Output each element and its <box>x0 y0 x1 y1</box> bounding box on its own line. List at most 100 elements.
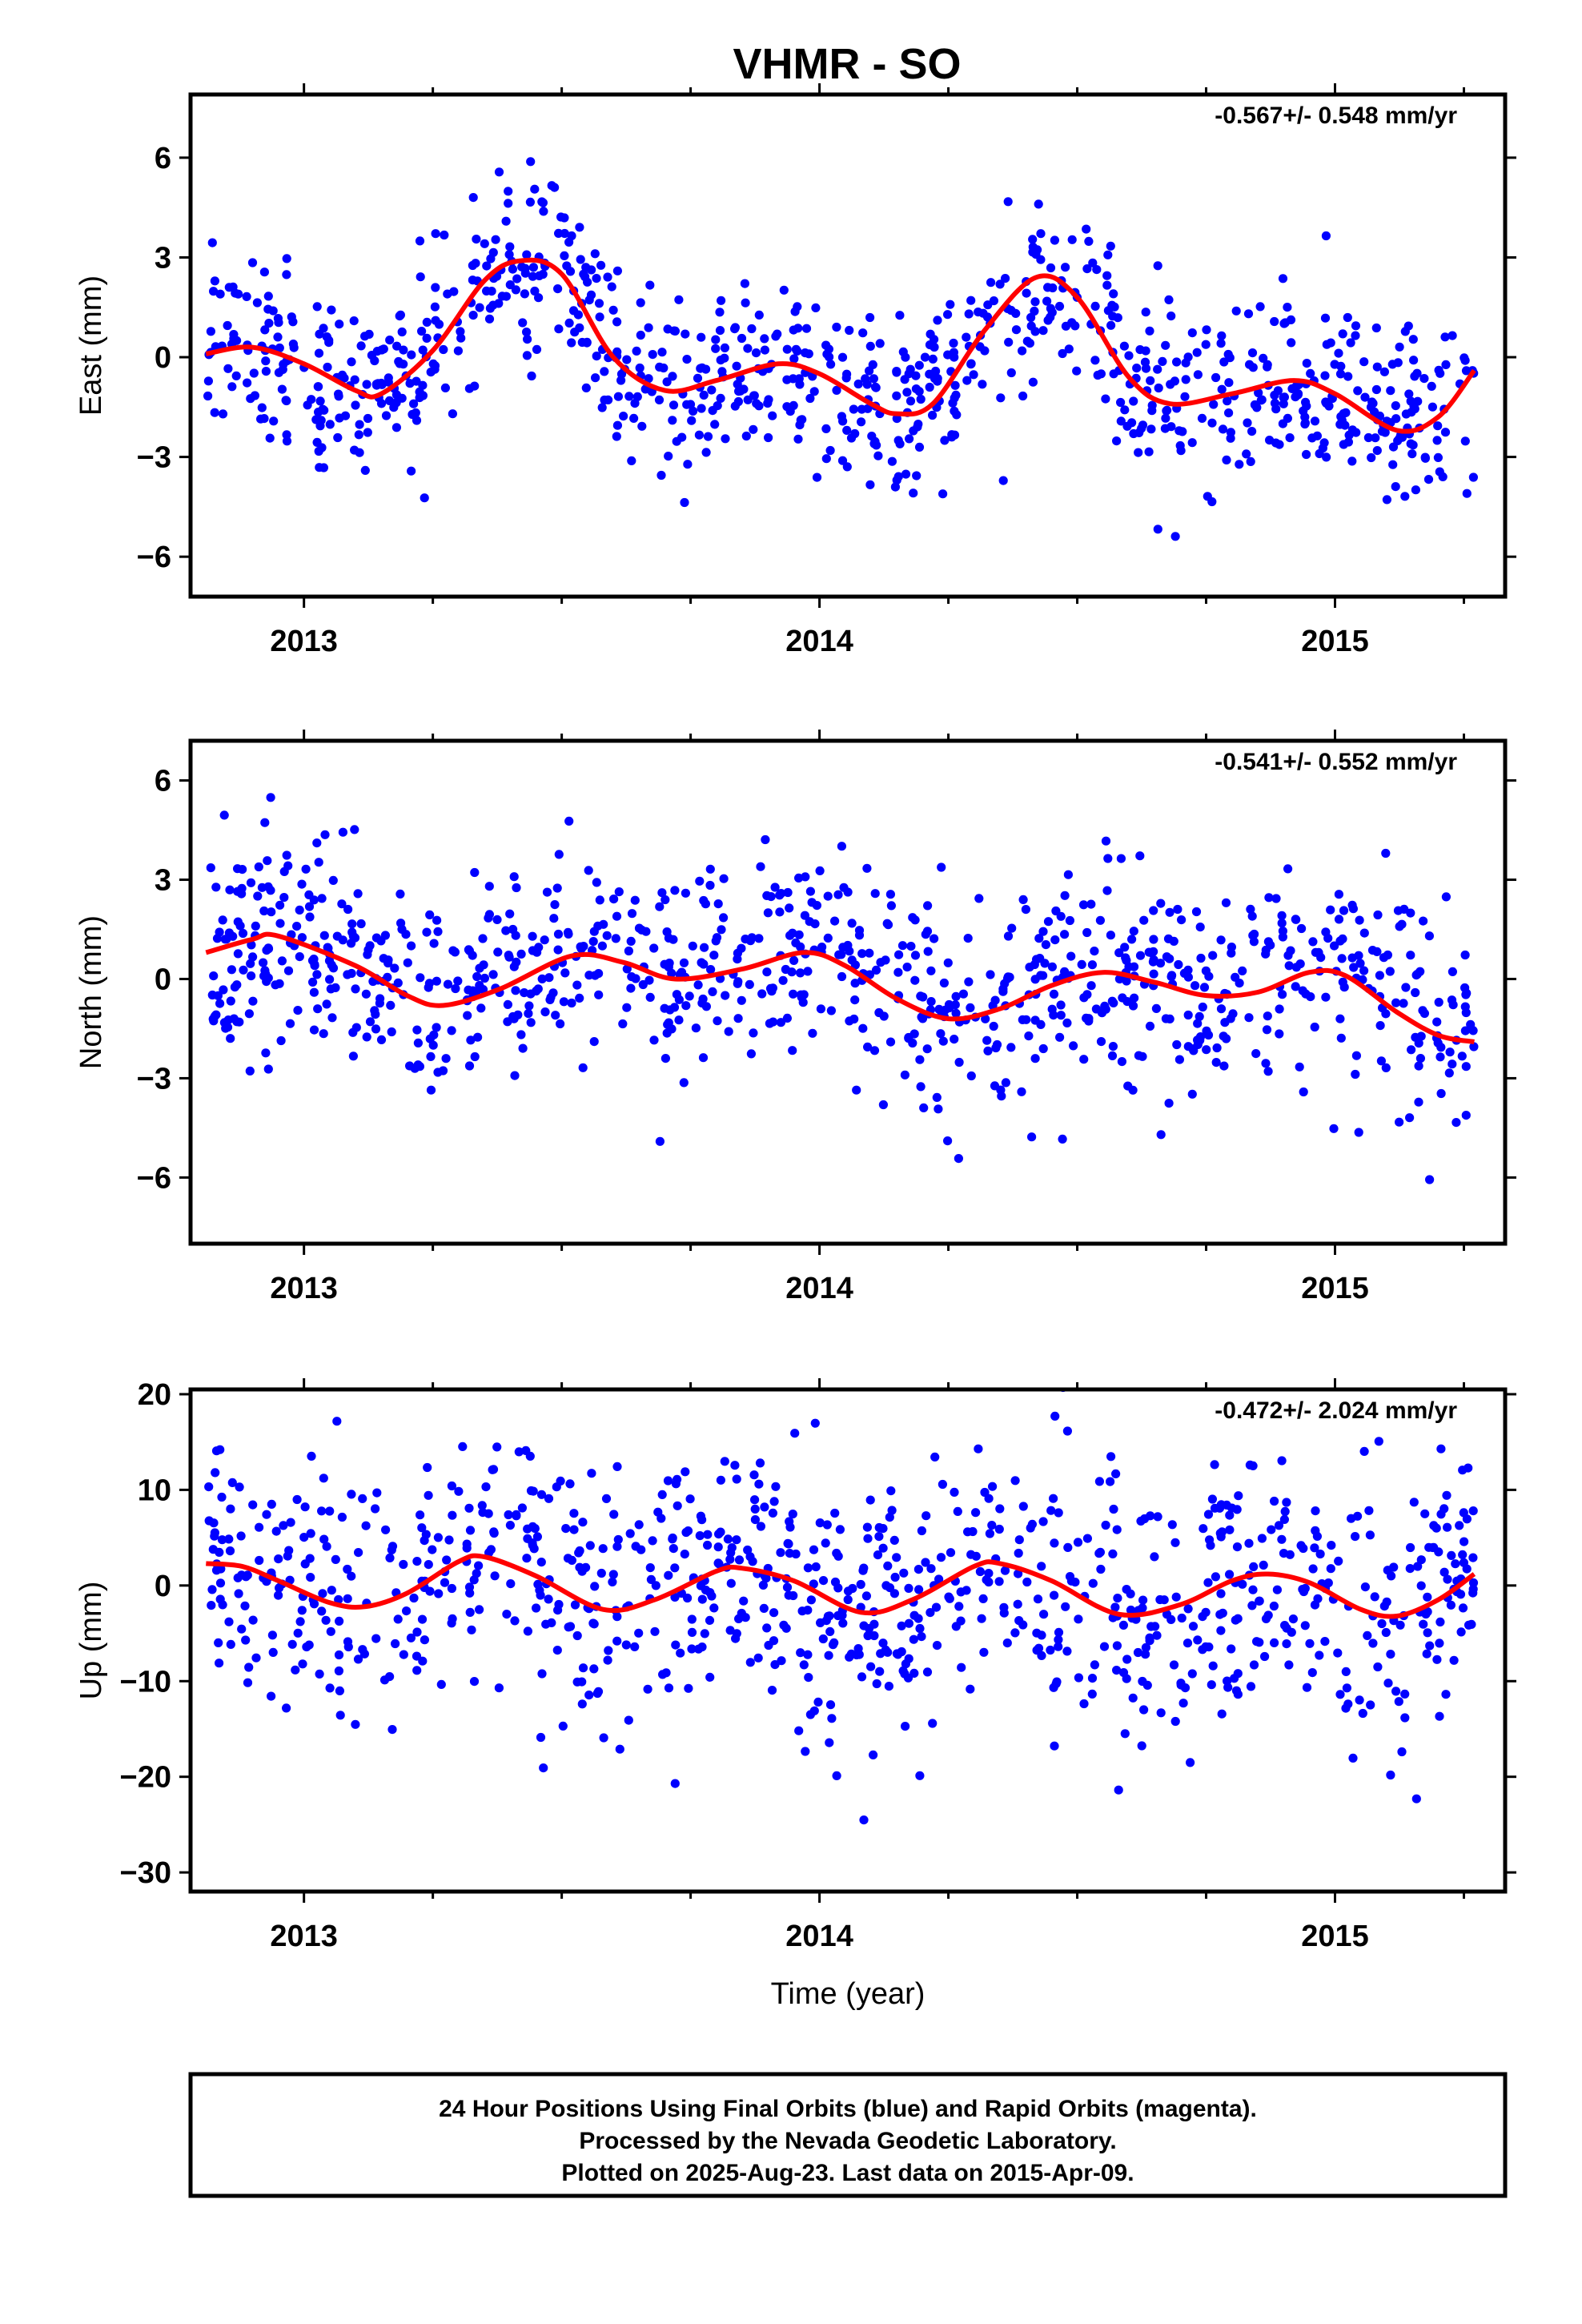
data-point <box>575 993 584 1003</box>
data-point <box>572 1677 582 1687</box>
data-point <box>1146 376 1155 385</box>
data-point <box>854 1650 864 1659</box>
data-point <box>432 915 442 925</box>
data-point <box>843 1586 853 1596</box>
data-point <box>1050 1411 1060 1421</box>
data-point <box>335 1686 344 1695</box>
data-point <box>861 1591 871 1601</box>
y-axis-label: Up (mm) <box>74 1582 108 1700</box>
data-point <box>968 1526 978 1537</box>
data-point <box>268 306 278 316</box>
data-point <box>1411 485 1420 495</box>
data-point <box>1354 1128 1363 1137</box>
data-point <box>1242 449 1251 459</box>
data-point <box>890 482 900 492</box>
data-point <box>1014 1616 1024 1626</box>
data-point <box>1388 460 1398 469</box>
data-point <box>1038 1043 1048 1054</box>
data-point <box>470 867 480 878</box>
data-point <box>433 927 443 936</box>
data-point <box>552 883 562 893</box>
data-point <box>1030 297 1040 307</box>
data-point <box>715 326 725 336</box>
data-point <box>361 989 371 999</box>
data-point <box>217 1492 227 1502</box>
data-point <box>1409 1498 1419 1507</box>
data-point <box>758 1580 769 1590</box>
data-point <box>1263 1067 1273 1076</box>
data-point <box>266 886 275 895</box>
data-point <box>1301 397 1311 407</box>
data-point <box>261 356 271 366</box>
data-point <box>923 947 933 956</box>
data-point <box>940 436 950 445</box>
data-point <box>347 1490 356 1499</box>
data-point <box>635 363 644 373</box>
data-point <box>756 1522 766 1531</box>
data-point <box>900 1070 909 1080</box>
data-point <box>1368 1638 1378 1648</box>
data-point <box>399 1559 408 1570</box>
data-point <box>540 935 549 945</box>
data-point <box>1028 242 1038 252</box>
data-point <box>239 965 248 975</box>
data-point <box>371 1634 381 1643</box>
data-point <box>1287 384 1297 393</box>
data-point <box>468 193 478 203</box>
data-point <box>1079 993 1089 1003</box>
data-point <box>901 1722 910 1731</box>
data-point <box>207 1601 216 1610</box>
data-point <box>954 1057 964 1068</box>
data-point <box>355 448 364 457</box>
data-point <box>1050 935 1060 945</box>
data-point <box>1341 1703 1351 1713</box>
data-point <box>1145 1636 1154 1646</box>
data-point <box>1416 1555 1426 1565</box>
data-point <box>319 463 328 472</box>
data-point <box>1096 369 1106 379</box>
data-point <box>1270 316 1279 327</box>
data-point <box>1147 400 1157 410</box>
data-point <box>966 1003 975 1012</box>
data-point <box>484 910 495 919</box>
data-point <box>1468 1584 1478 1594</box>
data-point <box>275 343 284 353</box>
data-point <box>504 250 514 259</box>
data-point <box>211 883 221 892</box>
data-point <box>1090 1660 1099 1670</box>
data-point <box>509 962 519 971</box>
data-point <box>1429 1521 1439 1530</box>
data-point <box>655 902 665 911</box>
data-point <box>269 416 279 426</box>
data-point <box>351 1023 361 1032</box>
data-point <box>925 382 934 392</box>
data-point <box>789 354 799 364</box>
data-point <box>1010 1628 1020 1638</box>
data-point <box>612 1462 622 1471</box>
data-point <box>379 1675 390 1685</box>
data-point <box>887 456 897 466</box>
data-point <box>663 1476 673 1486</box>
data-point <box>901 469 911 479</box>
data-point <box>754 934 764 943</box>
data-point <box>413 1038 424 1047</box>
data-point <box>478 934 488 943</box>
data-point <box>989 1021 998 1031</box>
data-point <box>1249 937 1259 947</box>
data-point <box>1305 1638 1315 1648</box>
data-point <box>399 1650 408 1659</box>
data-point <box>1427 402 1437 412</box>
data-point <box>825 1738 834 1747</box>
data-point <box>1447 995 1457 1005</box>
data-point <box>1451 1559 1460 1569</box>
data-point <box>464 1061 475 1071</box>
data-point <box>664 1683 674 1693</box>
data-point <box>894 950 904 959</box>
data-point <box>564 816 574 826</box>
data-point <box>892 391 901 400</box>
data-point <box>1333 1648 1343 1658</box>
data-point <box>1208 1661 1218 1671</box>
data-point <box>1150 1622 1160 1631</box>
data-point <box>1270 390 1279 400</box>
data-point <box>1468 1553 1478 1562</box>
